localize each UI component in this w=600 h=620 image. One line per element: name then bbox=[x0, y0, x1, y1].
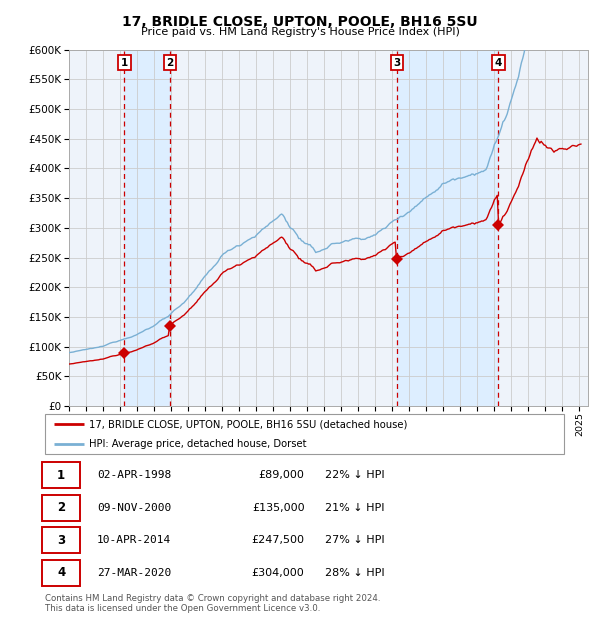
Text: Contains HM Land Registry data © Crown copyright and database right 2024.
This d: Contains HM Land Registry data © Crown c… bbox=[45, 594, 380, 613]
Text: 27% ↓ HPI: 27% ↓ HPI bbox=[325, 535, 385, 545]
FancyBboxPatch shape bbox=[43, 462, 80, 488]
Text: 4: 4 bbox=[494, 58, 502, 68]
Text: 17, BRIDLE CLOSE, UPTON, POOLE, BH16 5SU (detached house): 17, BRIDLE CLOSE, UPTON, POOLE, BH16 5SU… bbox=[89, 419, 407, 430]
Text: 28% ↓ HPI: 28% ↓ HPI bbox=[325, 568, 385, 578]
FancyBboxPatch shape bbox=[43, 527, 80, 553]
Text: £304,000: £304,000 bbox=[252, 568, 305, 578]
FancyBboxPatch shape bbox=[43, 560, 80, 586]
Text: 1: 1 bbox=[121, 58, 128, 68]
Text: 27-MAR-2020: 27-MAR-2020 bbox=[97, 568, 171, 578]
Text: 21% ↓ HPI: 21% ↓ HPI bbox=[325, 503, 385, 513]
Text: 2: 2 bbox=[57, 501, 65, 514]
Bar bbox=[124, 50, 170, 406]
Text: HPI: Average price, detached house, Dorset: HPI: Average price, detached house, Dors… bbox=[89, 439, 307, 449]
FancyBboxPatch shape bbox=[45, 414, 564, 454]
Text: 09-NOV-2000: 09-NOV-2000 bbox=[97, 503, 171, 513]
Text: 4: 4 bbox=[57, 566, 65, 579]
Text: 2: 2 bbox=[166, 58, 173, 68]
Text: 17, BRIDLE CLOSE, UPTON, POOLE, BH16 5SU: 17, BRIDLE CLOSE, UPTON, POOLE, BH16 5SU bbox=[122, 15, 478, 29]
Text: 22% ↓ HPI: 22% ↓ HPI bbox=[325, 470, 385, 480]
Text: 02-APR-1998: 02-APR-1998 bbox=[97, 470, 171, 480]
Text: 3: 3 bbox=[393, 58, 401, 68]
Text: £135,000: £135,000 bbox=[252, 503, 305, 513]
Text: £89,000: £89,000 bbox=[259, 470, 305, 480]
Text: 3: 3 bbox=[57, 534, 65, 547]
Text: 1: 1 bbox=[57, 469, 65, 482]
Text: Price paid vs. HM Land Registry's House Price Index (HPI): Price paid vs. HM Land Registry's House … bbox=[140, 27, 460, 37]
Bar bbox=[397, 50, 499, 406]
FancyBboxPatch shape bbox=[43, 495, 80, 521]
Text: 10-APR-2014: 10-APR-2014 bbox=[97, 535, 171, 545]
Text: £247,500: £247,500 bbox=[251, 535, 305, 545]
